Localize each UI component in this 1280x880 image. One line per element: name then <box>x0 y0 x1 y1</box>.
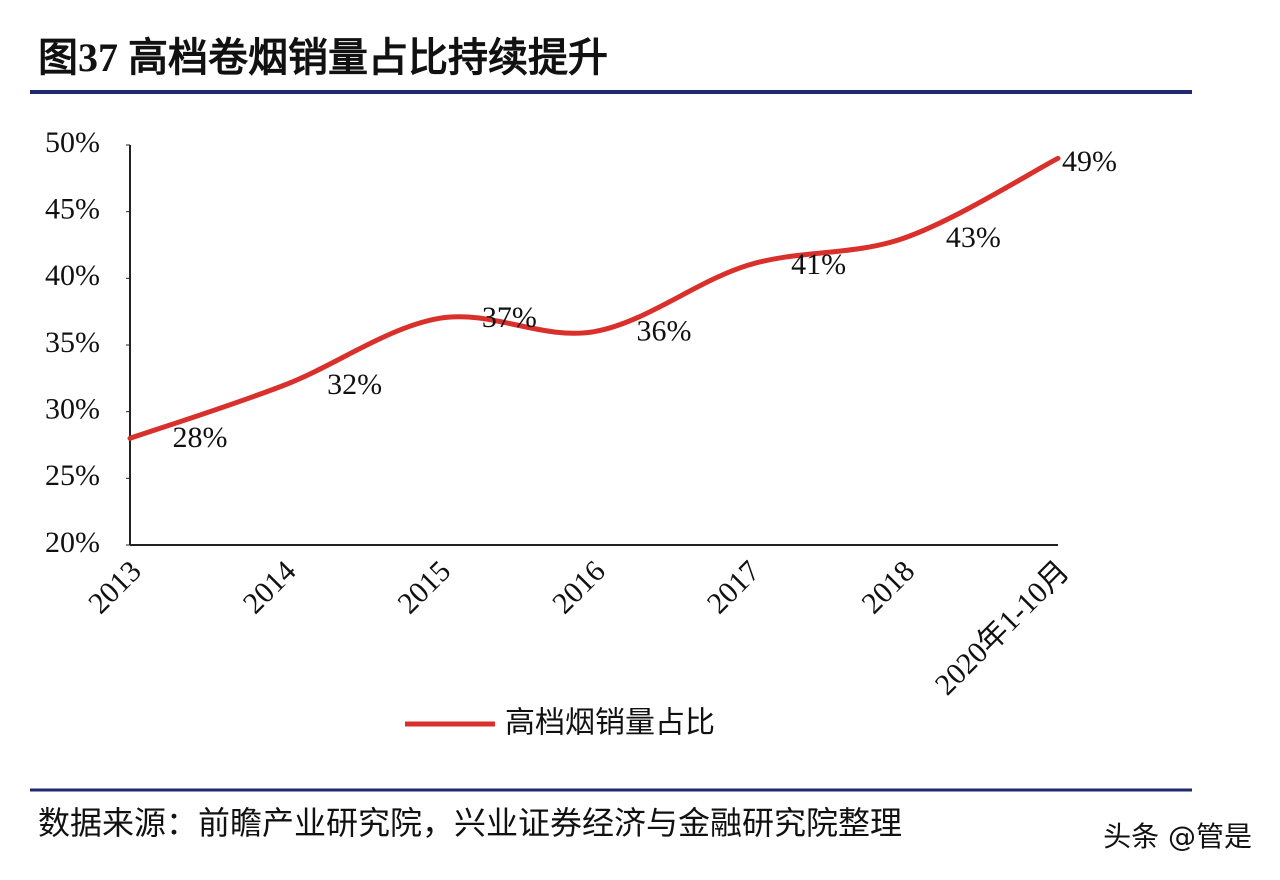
data-label: 49% <box>1062 145 1117 178</box>
y-tick-label: 20% <box>45 526 100 559</box>
chart-title: 图37 高档卷烟销量占比持续提升 <box>38 35 608 80</box>
data-label: 43% <box>946 221 1001 254</box>
data-line <box>127 155 1061 441</box>
source-note: 数据来源：前瞻产业研究院，兴业证券经济与金融研究院整理 <box>38 804 902 842</box>
x-tick-label: 2018 <box>855 554 921 620</box>
x-tick-label: 2020年1-10月 <box>929 554 1076 701</box>
y-tick-label: 40% <box>45 259 100 292</box>
data-label: 36% <box>637 315 692 348</box>
data-label: 28% <box>173 421 228 454</box>
y-tick-label: 45% <box>45 193 100 226</box>
x-tick-label: 2015 <box>391 554 457 620</box>
data-label: 37% <box>482 301 537 334</box>
data-label: 32% <box>327 368 382 401</box>
data-label: 41% <box>791 248 846 281</box>
legend-label: 高档烟销量占比 <box>505 706 715 741</box>
x-tick-label: 2017 <box>701 554 767 620</box>
watermark: 头条 @管是 <box>1103 820 1252 853</box>
y-tick-label: 50% <box>45 126 100 159</box>
x-tick-label: 2013 <box>82 554 148 620</box>
x-tick-label: 2014 <box>237 554 303 620</box>
y-tick-label: 35% <box>45 326 100 359</box>
y-tick-label: 30% <box>45 393 100 426</box>
y-tick-label: 25% <box>45 459 100 492</box>
x-tick-label: 2016 <box>546 554 612 620</box>
